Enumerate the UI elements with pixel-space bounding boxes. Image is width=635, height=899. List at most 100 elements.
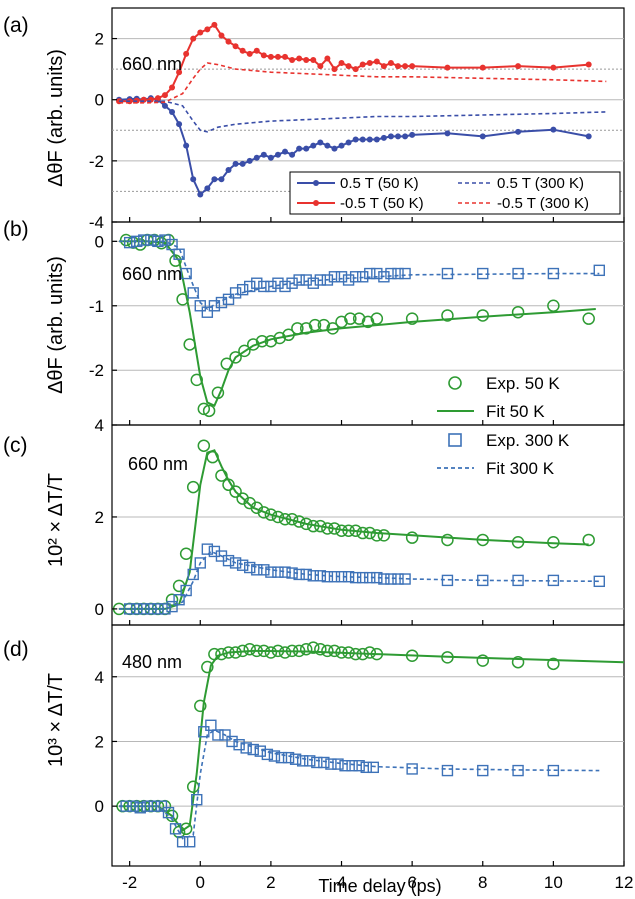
point-3-2-27 — [311, 756, 323, 769]
point-3-2-12 — [205, 719, 217, 731]
legend-a-label-2: 0.5 T (300 K) — [497, 175, 584, 192]
point-2-0-7 — [165, 593, 179, 606]
annotation-b: 660 nm — [122, 264, 182, 284]
point-3-2-19 — [254, 745, 267, 757]
point-0-1-37 — [380, 63, 387, 70]
point-0-1-26 — [303, 56, 310, 63]
point-0-0-46 — [585, 133, 592, 140]
ytick-label-1-0: 0 — [95, 232, 104, 251]
point-2-0-38 — [441, 533, 454, 547]
point-0-0-44 — [515, 128, 522, 135]
point-1-0-8 — [176, 293, 189, 306]
point-3-2-23 — [282, 751, 295, 764]
legend-a-label-1: -0.5 T (50 K) — [340, 195, 424, 212]
legend-a-marker-1 — [313, 200, 319, 206]
point-2-0-36 — [377, 529, 391, 542]
ytick-label-1-1: -1 — [89, 297, 104, 316]
point-1-2-6 — [166, 238, 178, 251]
point-0-1-20 — [260, 52, 267, 59]
point-2-0-9 — [179, 547, 193, 560]
point-0-0-31 — [338, 142, 345, 149]
data-series — [112, 21, 625, 848]
point-0-1-35 — [366, 60, 373, 67]
point-0-0-27 — [310, 142, 317, 149]
point-0-1-30 — [331, 66, 338, 73]
point-1-0-37 — [582, 312, 595, 325]
point-0-1-16 — [232, 43, 239, 50]
point-0-0-32 — [345, 139, 352, 146]
point-0-0-17 — [239, 160, 246, 167]
point-1-2-35 — [371, 267, 383, 280]
point-1-2-39 — [399, 267, 411, 280]
point-0-1-18 — [246, 50, 253, 57]
point-0-0-13 — [211, 176, 218, 183]
point-0-0-14 — [218, 176, 225, 183]
point-3-0-11 — [194, 699, 207, 713]
point-3-2-35 — [367, 761, 379, 774]
point-0-0-30 — [331, 145, 338, 152]
ytick-label-0-3: 2 — [95, 30, 104, 49]
point-0-0-33 — [352, 136, 359, 143]
point-3-2-8 — [176, 836, 189, 848]
point-0-0-40 — [402, 133, 409, 140]
point-0-1-6 — [161, 92, 168, 99]
point-0-1-46 — [585, 61, 592, 68]
xtick-label-6: 10 — [544, 873, 563, 892]
ylabel-c: 10² × ΔT/T — [45, 473, 67, 567]
point-0-1-45 — [550, 64, 557, 71]
legend-bc-label-3: Fit 300 K — [486, 459, 555, 478]
point-0-1-33 — [352, 66, 359, 73]
point-3-2-14 — [219, 729, 231, 741]
point-2-0-15 — [229, 485, 242, 498]
point-1-2-3 — [145, 234, 157, 246]
ytick-label-0-0: -4 — [89, 213, 104, 232]
point-3-2-22 — [275, 751, 288, 764]
point-0-1-10 — [190, 35, 197, 42]
point-0-0-42 — [444, 130, 451, 137]
point-0-0-18 — [246, 157, 253, 164]
point-3-0-7 — [165, 809, 179, 823]
legend-bc-label-2: Exp. 300 K — [486, 431, 570, 450]
point-0-1-28 — [317, 63, 324, 70]
point-0-1-9 — [183, 50, 190, 57]
point-3-2-9 — [183, 836, 196, 848]
legend-bc-label-1: Fit 50 K — [486, 402, 545, 421]
point-3-2-21 — [268, 750, 281, 762]
point-0-1-29 — [324, 55, 331, 62]
legend-a-marker-0 — [313, 180, 319, 186]
point-2-2-21 — [272, 566, 284, 578]
point-0-0-12 — [204, 185, 211, 192]
plot-frame-1 — [111, 221, 625, 426]
point-1-2-10 — [194, 300, 206, 312]
point-1-2-8 — [180, 267, 192, 280]
point-3-0-29 — [321, 644, 334, 658]
point-1-2-44 — [593, 264, 605, 277]
point-1-0-23 — [299, 322, 313, 335]
point-2-0-19 — [257, 506, 271, 519]
xtick-label-7: 12 — [615, 873, 634, 892]
point-2-2-36 — [378, 573, 390, 585]
point-1-2-20 — [265, 280, 277, 293]
point-1-0-35 — [511, 305, 525, 319]
point-1-2-38 — [392, 267, 404, 280]
point-3-2-26 — [304, 755, 316, 767]
point-0-1-5 — [154, 95, 161, 102]
legend-a-label-0: 0.5 T (50 K) — [340, 175, 419, 192]
point-1-2-16 — [236, 283, 249, 296]
point-3-0-41 — [547, 657, 560, 671]
point-1-2-9 — [187, 287, 199, 299]
ytick-label-3-0: 0 — [95, 797, 104, 816]
point-0-1-41 — [409, 63, 416, 70]
xtick-label-0: -2 — [122, 873, 137, 892]
point-0-0-10 — [190, 176, 197, 183]
xtick-label-1: 0 — [196, 873, 205, 892]
point-1-2-11 — [201, 306, 214, 318]
point-0-0-39 — [395, 133, 402, 140]
legend-bc-label-0: Exp. 50 K — [486, 374, 560, 393]
point-1-0-16 — [238, 344, 251, 358]
point-1-2-40 — [441, 267, 454, 280]
point-1-2-32 — [349, 271, 362, 283]
point-0-0-41 — [409, 131, 416, 138]
ytick-label-0-1: -2 — [89, 152, 104, 171]
point-2-0-42 — [582, 533, 595, 547]
